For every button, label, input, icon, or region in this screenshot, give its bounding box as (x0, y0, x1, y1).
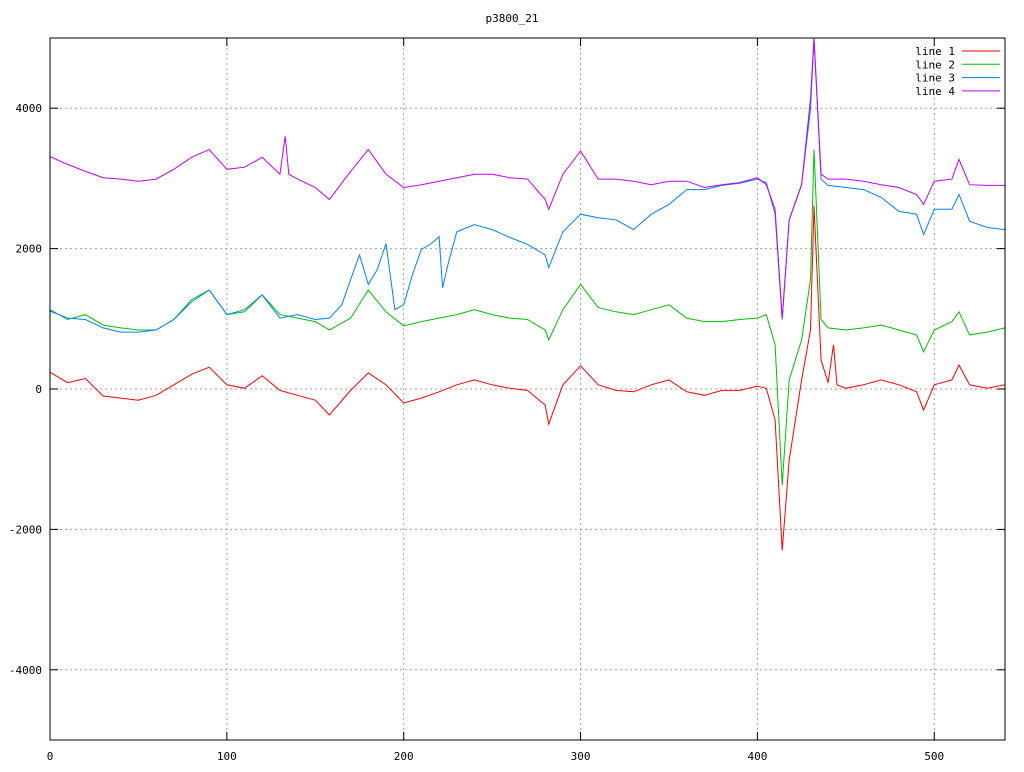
x-tick-label: 200 (394, 750, 414, 763)
series-line (50, 38, 1005, 319)
series-line (50, 38, 1005, 333)
x-tick-label: 0 (47, 750, 54, 763)
y-tick-label: 0 (35, 383, 42, 396)
legend-label: line 3 (915, 72, 955, 85)
x-tick-label: 300 (571, 750, 591, 763)
series-line (50, 149, 1005, 486)
x-tick-label: 100 (217, 750, 237, 763)
y-tick-label: -2000 (9, 523, 42, 536)
legend-label: line 1 (915, 45, 955, 58)
plot-area (50, 38, 1005, 551)
y-tick-label: -4000 (9, 664, 42, 677)
y-tick-label: 2000 (16, 243, 43, 256)
legend-label: line 4 (915, 85, 955, 98)
legend-label: line 2 (915, 58, 955, 71)
y-tick-label: 4000 (16, 102, 43, 115)
series-line (50, 205, 1005, 551)
plot-border (49, 37, 1006, 741)
x-tick-label: 500 (924, 750, 944, 763)
chart-title: p3800_21 (486, 12, 539, 25)
x-tick-label: 400 (747, 750, 767, 763)
